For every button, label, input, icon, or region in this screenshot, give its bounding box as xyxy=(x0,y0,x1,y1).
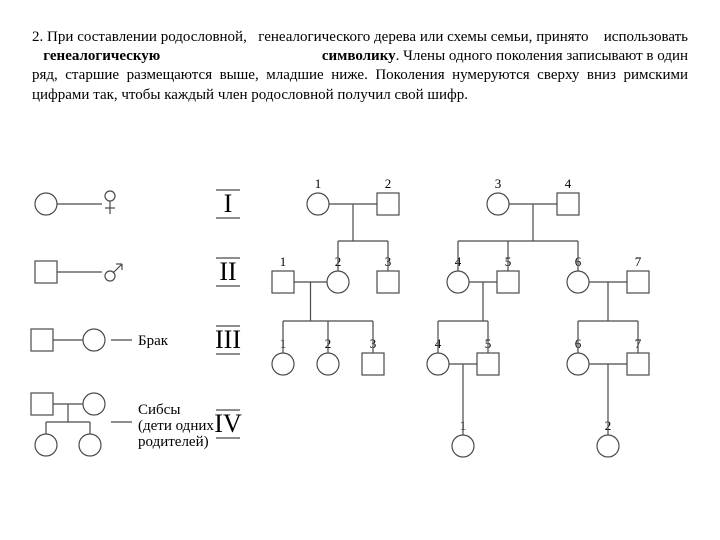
svg-text:4: 4 xyxy=(565,176,572,191)
svg-text:(дети одних: (дети одних xyxy=(138,418,214,434)
svg-text:IV: IV xyxy=(214,409,242,438)
svg-text:II: II xyxy=(219,257,236,286)
svg-text:7: 7 xyxy=(635,254,642,269)
page: 2. При составлении родословной, генеалог… xyxy=(0,0,720,540)
svg-text:родителей): родителей) xyxy=(138,434,209,450)
svg-text:3: 3 xyxy=(495,176,502,191)
svg-text:1: 1 xyxy=(280,254,287,269)
svg-text:I: I xyxy=(224,189,233,218)
bold-word: символику xyxy=(322,48,396,64)
svg-text:2: 2 xyxy=(385,176,392,191)
intro-paragraph: 2. При составлении родословной, генеалог… xyxy=(32,28,688,105)
pedigree-svg: БракСибсы(дети однихродителей)IIIIIIIV12… xyxy=(18,164,706,524)
diagram: БракСибсы(дети однихродителей)IIIIIIIV12… xyxy=(18,164,706,529)
bold-word: генеалогическую xyxy=(43,48,160,64)
svg-text:Сибсы: Сибсы xyxy=(138,402,180,418)
svg-text:III: III xyxy=(215,325,241,354)
svg-text:1: 1 xyxy=(315,176,322,191)
svg-text:Брак: Брак xyxy=(138,333,169,349)
